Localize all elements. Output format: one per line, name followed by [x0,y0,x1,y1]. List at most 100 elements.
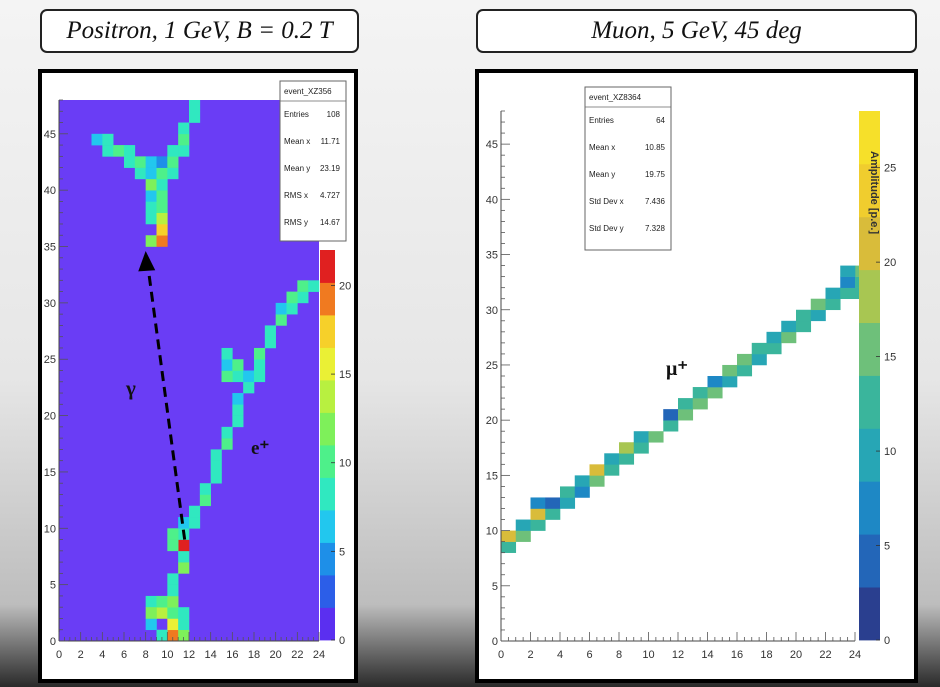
colorbar-segment [320,315,335,348]
heatmap-cell [810,298,826,311]
colorbar-tick-label: 0 [884,635,890,647]
heatmap-cell [145,595,157,608]
colorbar-segment [320,575,335,608]
heatmap-cell [663,420,679,432]
heatmap-cell [113,145,125,157]
colorbar-segment [320,250,335,283]
heatmap-cell [766,331,782,344]
heatmap-cell [604,453,620,465]
x-tick-label: 10 [161,649,173,661]
heatmap-cell [210,471,222,484]
heatmap-cell [221,359,233,371]
heatmap-cell [167,573,179,585]
heatmap-cell [810,309,826,322]
heatmap-cell [91,133,103,146]
stats-box-title: event_XZ356 [284,87,332,96]
heatmap-cell [574,475,590,487]
heatmap-cell [589,475,605,487]
y-tick-label: 0 [492,636,498,648]
heatmap-cell [545,497,561,509]
stats-label: Entries [589,116,614,125]
heatmap-cell [156,190,168,202]
x-tick-label: 2 [527,649,533,661]
heatmap-cell [663,409,679,421]
y-tick-label: 25 [486,360,498,372]
heatmap-cell [707,387,723,399]
stats-value: 4.727 [320,191,341,200]
heatmap-cell [825,298,841,311]
y-tick-label: 40 [44,185,56,197]
right-panel-title: Muon, 5 GeV, 45 deg [476,9,917,53]
heatmap-cell [167,595,179,608]
colorbar-segment [320,607,335,641]
heatmap-cell [243,370,255,383]
colorbar-tick-label: 15 [339,369,351,381]
stats-label: RMS x [284,191,308,200]
y-tick-label: 5 [492,581,498,593]
x-tick-label: 4 [99,649,105,661]
colorbar-segment [320,510,335,543]
y-tick-label: 15 [486,470,498,482]
y-tick-label: 35 [44,242,56,254]
stats-value: 11.71 [321,137,341,146]
heatmap-cell [781,320,797,333]
gamma-path-dashed-line [146,265,187,540]
heatmap-cell [189,517,201,529]
stats-box [279,80,347,242]
heatmap-cell [145,618,157,631]
heatmap-cell [297,291,309,304]
heatmap-cell [751,353,767,366]
x-tick-label: 6 [121,649,127,661]
y-tick-label: 45 [44,129,56,141]
heatmap-cell [199,494,211,507]
colorbar-segment [859,375,880,429]
heatmap-cell [167,539,179,552]
heatmap-cell [145,201,157,214]
y-tick-label: 20 [44,411,56,423]
heatmap-cell [145,167,157,180]
x-tick-label: 14 [205,649,217,661]
heatmap-cell [530,519,546,531]
x-tick-label: 24 [849,649,861,661]
heatmap-cell [766,342,782,355]
heatmap-cell [156,178,168,191]
heatmap-cell [145,178,157,191]
x-tick-label: 8 [616,649,622,661]
heatmap-cell [221,438,233,450]
colorbar-segment [859,428,880,482]
heatmap-cell [633,431,649,443]
positron-event-panel: 0 2 4 6 8 10 12 14 16 18 20 22 24 0 5 10 15 20 25 30 35 40 45 0… [38,69,358,683]
colorbar-tick-label: 0 [339,635,345,647]
heatmap-cell [178,562,190,574]
muon-heatmap-chart: 0 2 4 6 8 10 12 14 16 18 20 22 240510152025303540450… [486,86,896,661]
y-tick-label: 30 [44,298,56,310]
positron-label: e⁺ [251,438,269,459]
heatmap-cell [515,530,531,542]
colorbar-segment [859,534,880,588]
muon-label: μ⁺ [666,358,688,380]
x-tick-label: 22 [819,649,831,661]
heatmap-cell [501,541,517,553]
heatmap-cell [145,212,157,225]
stats-label: Mean x [589,143,615,152]
x-tick-label: 12 [183,649,195,661]
heatmap-cell [692,387,708,399]
stats-value: 64 [656,116,665,125]
x-tick-label: 0 [56,649,62,661]
heatmap-cell [264,336,276,349]
heatmap-cell [167,584,179,597]
heatmap-cell [156,235,168,247]
heatmap-cell [275,314,287,326]
heatmap-cell [232,370,244,383]
y-tick-label: 25 [44,354,56,366]
heatmap-cell [232,393,244,405]
heatmap-cell [210,460,222,473]
heatmap-cell [574,486,590,498]
heatmap-cell [308,280,320,292]
heatmap-cell [840,276,856,288]
x-tick-label: 18 [760,649,772,661]
heatmap-cell [264,325,276,337]
heatmap-cell [178,629,190,642]
muon-event-panel: 0 2 4 6 8 10 12 14 16 18 20 22 24 0 5 10 15 20 25 30 35 40 45 0… [475,69,918,683]
x-tick-label: 10 [642,649,654,661]
